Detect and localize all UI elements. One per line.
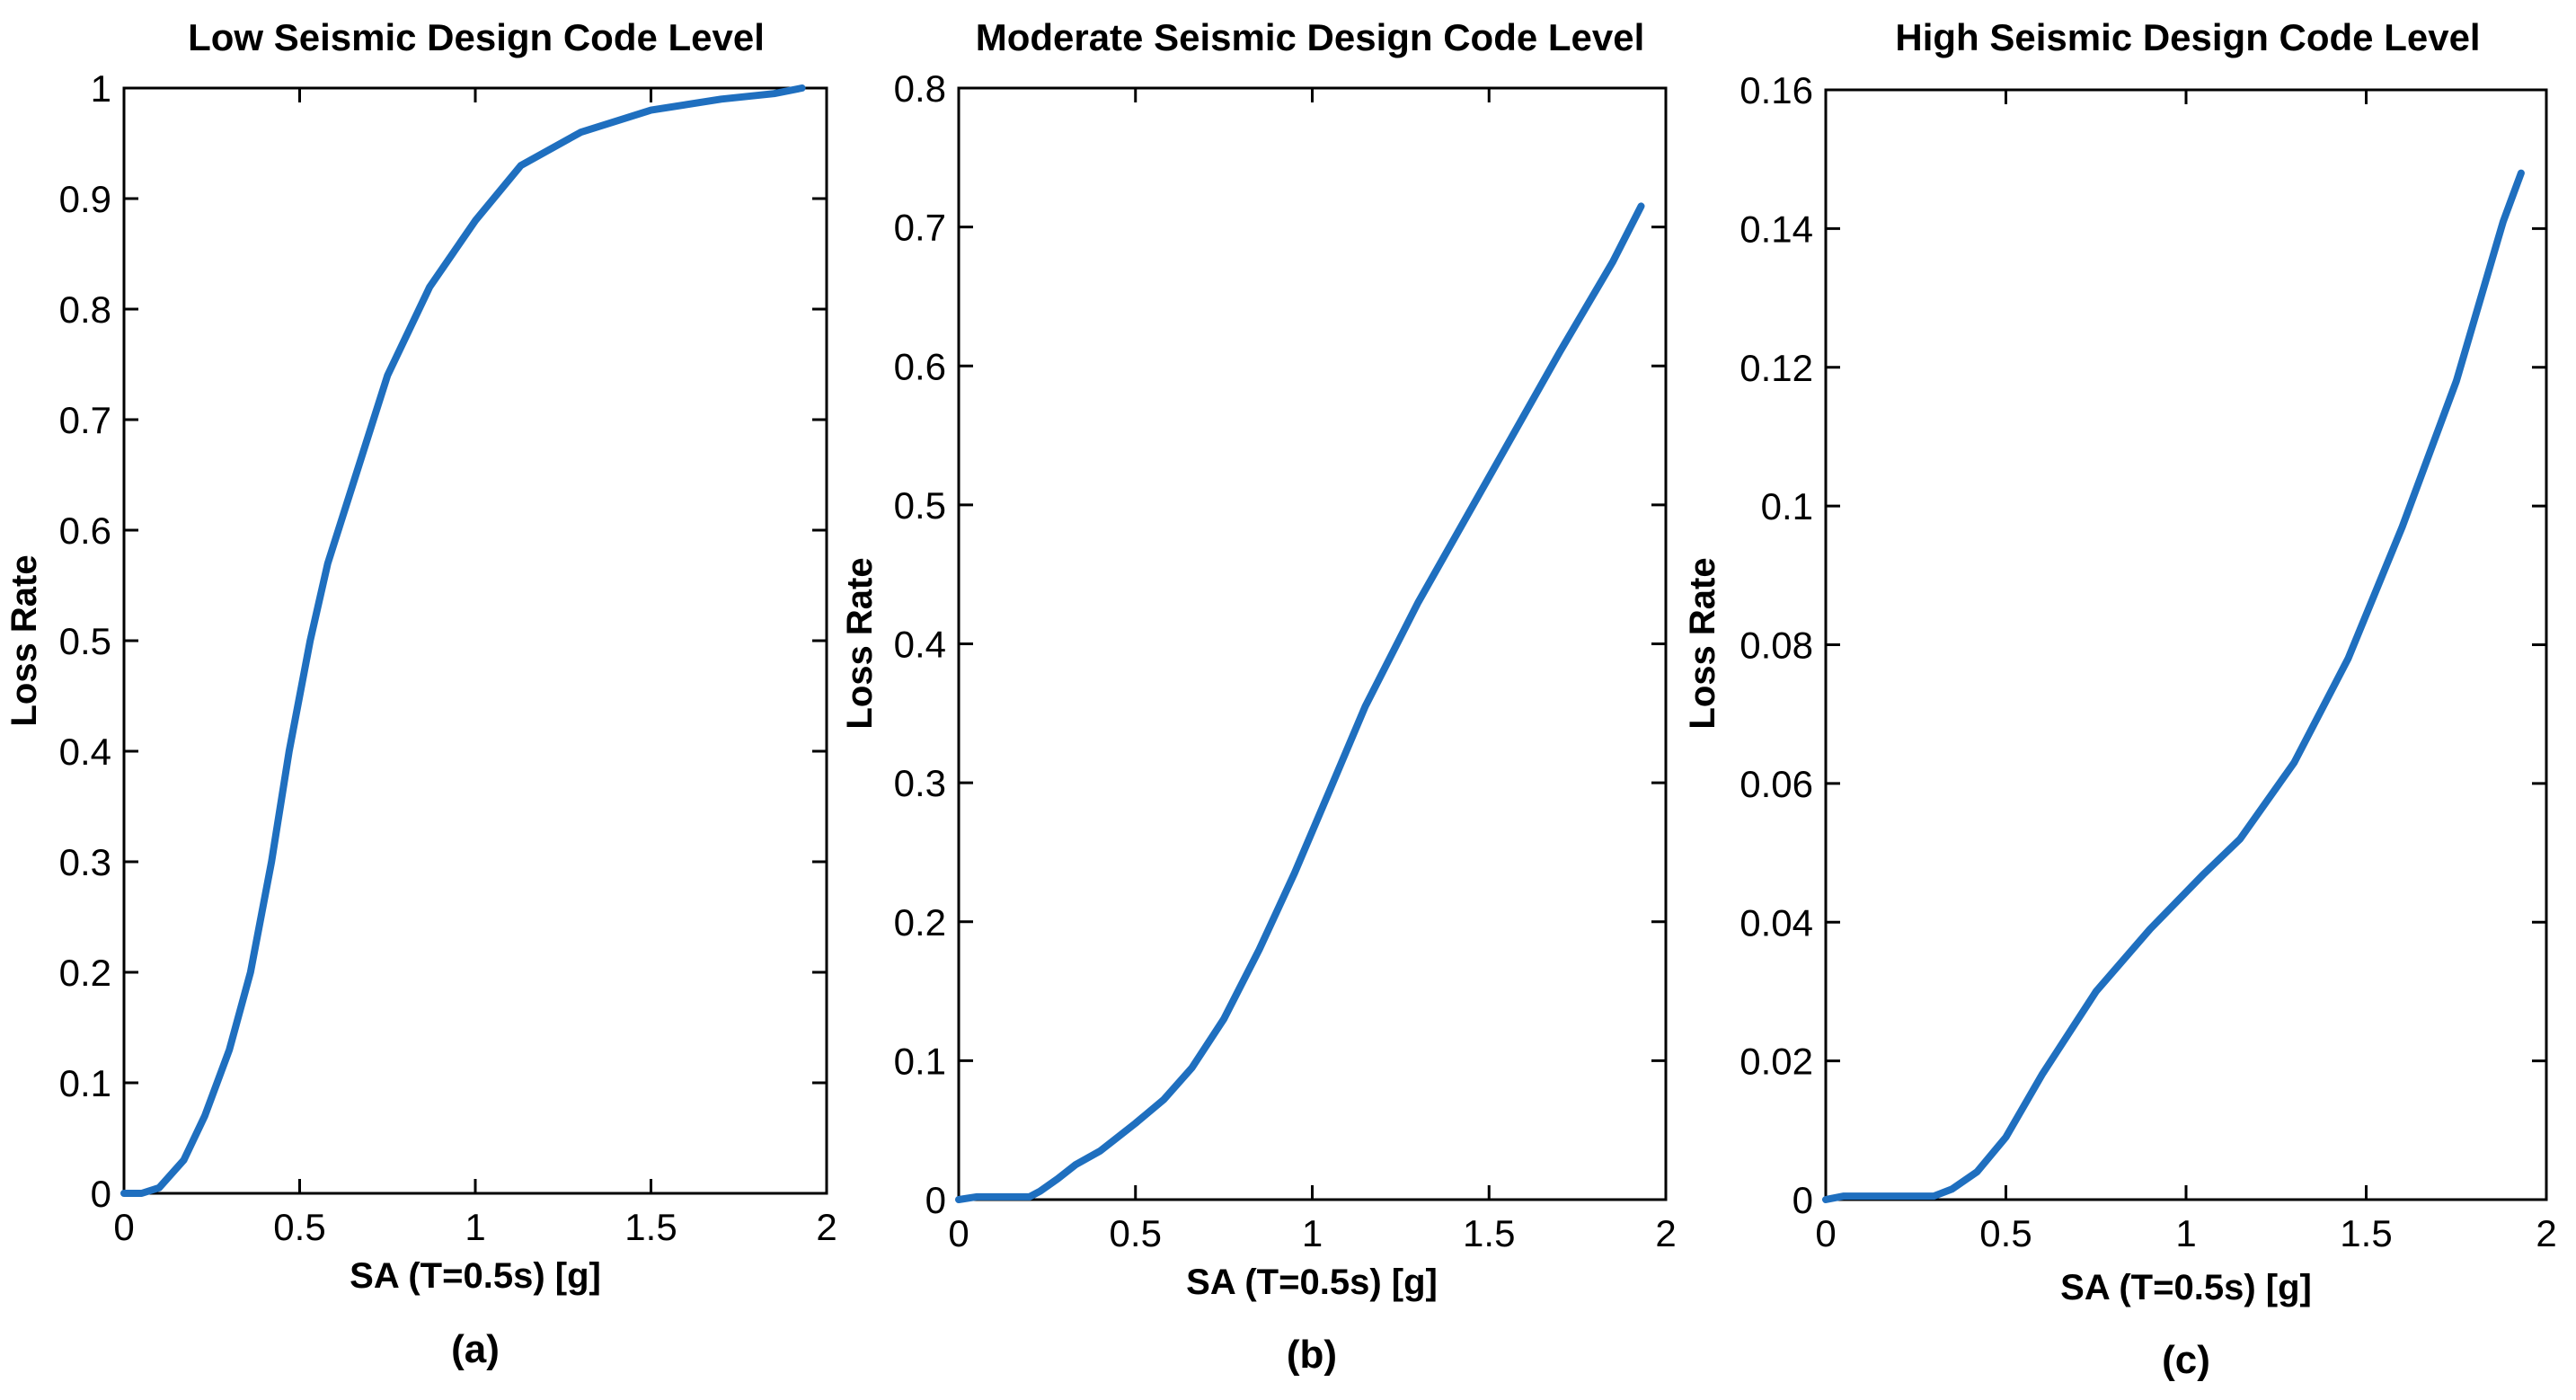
panel-a-x-ticks: 0 0.5 1 1.5 2: [113, 88, 837, 1248]
panel-b-y-tick-label: 0.6: [894, 345, 946, 387]
panel-c-y-tick-label: 0.1: [1761, 485, 1813, 527]
panel-b-x-tick-label: 1.5: [1463, 1212, 1515, 1254]
panel-c-plot-area: [1824, 88, 2548, 1201]
panel-a-x-tick-label: 0.5: [273, 1206, 325, 1248]
panel-c-x-axis-label: SA (T=0.5s) [g]: [2060, 1268, 2312, 1307]
panel-c-x-tick-label: 0.5: [1979, 1212, 2032, 1254]
panel-c: High Seismic Design Code Level 0 0.5 1 1.5 2…: [1683, 16, 2557, 1382]
panel-c-x-tick-label: 2: [2536, 1212, 2556, 1254]
panel-c-y-ticks: 0 0.02 0.04 0.06 0.08 0.1 0.12 0.14 0.16: [1739, 69, 2546, 1221]
panel-a-y-tick-label: 0.7: [59, 399, 111, 441]
panel-c-y-tick-label: 0.08: [1739, 625, 1813, 667]
panel-b-label: (b): [1287, 1333, 1337, 1377]
panel-c-y-tick-label: 0.16: [1739, 69, 1813, 111]
panel-b-series-line: [955, 202, 1645, 1203]
panel-a-x-tick-label: 2: [816, 1206, 837, 1248]
panel-b-y-tick-label: 0.4: [894, 624, 946, 666]
panel-c-y-axis-label: Loss Rate: [1683, 557, 1722, 729]
panel-b-y-tick-label: 0.5: [894, 484, 946, 527]
panel-a-title: Low Seismic Design Code Level: [188, 16, 765, 58]
panel-b-x-tick-label: 0.5: [1110, 1212, 1162, 1254]
panel-c-x-ticks: 0 0.5 1 1.5 2: [1815, 90, 2557, 1254]
panel-b-plot-area: [957, 86, 1668, 1201]
panel-b-x-tick-label: 1: [1302, 1212, 1323, 1254]
panel-c-series-line: [1822, 169, 2525, 1203]
panel-a-y-tick-label: 1: [91, 67, 111, 110]
panel-b-y-tick-label: 0.3: [894, 762, 946, 804]
panel-b-title: Moderate Seismic Design Code Level: [976, 16, 1645, 58]
panel-a-y-tick-label: 0.1: [59, 1062, 111, 1104]
panel-a-x-axis-label: SA (T=0.5s) [g]: [350, 1256, 601, 1296]
panel-c-x-tick-label: 1: [2175, 1212, 2196, 1254]
panel-a-series-line: [120, 84, 806, 1197]
panel-a-y-ticks: 0 0.1 0.2 0.3 0.4 0.5 0.6 0.7 0.8 0.9 1: [59, 67, 827, 1215]
panel-c-x-tick-label: 0: [1815, 1212, 1836, 1254]
panel-b-y-tick-label: 0.8: [894, 67, 946, 110]
panel-c-y-tick-label: 0.06: [1739, 763, 1813, 805]
panel-c-label: (c): [2162, 1338, 2210, 1382]
panel-a-y-tick-label: 0: [91, 1173, 111, 1215]
panel-b-y-ticks: 0 0.1 0.2 0.3 0.4 0.5 0.6 0.7 0.8: [894, 67, 1666, 1221]
panel-a-y-tick-label: 0.3: [59, 841, 111, 883]
panel-c-title: High Seismic Design Code Level: [1895, 16, 2480, 58]
panel-b-x-tick-label: 2: [1655, 1212, 1676, 1254]
panel-b-y-tick-label: 0.1: [894, 1040, 946, 1082]
panel-b-y-tick-label: 0.2: [894, 901, 946, 944]
panel-a-label: (a): [451, 1327, 500, 1371]
panel-b-x-axis-label: SA (T=0.5s) [g]: [1186, 1263, 1438, 1302]
panel-c-x-tick-label: 1.5: [2340, 1212, 2392, 1254]
panel-a-y-axis-label: Loss Rate: [4, 554, 44, 726]
panel-a-y-tick-label: 0.2: [59, 952, 111, 994]
panel-b-y-axis-label: Loss Rate: [840, 557, 880, 729]
panel-a-y-tick-label: 0.9: [59, 178, 111, 220]
panel-b-y-tick-label: 0.7: [894, 207, 946, 249]
panel-c-y-tick-label: 0.02: [1739, 1041, 1813, 1083]
panel-a-y-tick-label: 0.8: [59, 288, 111, 331]
panel-a-plot-area: [122, 86, 828, 1195]
panel-a-x-tick-label: 1.5: [624, 1206, 677, 1248]
panel-b-x-tick-label: 0: [948, 1212, 969, 1254]
panel-a: Low Seismic Design Code Level 0 0.5 1 1.5 2 …: [4, 16, 837, 1371]
panel-c-y-tick-label: 0.12: [1739, 347, 1813, 389]
panel-a-y-tick-label: 0.6: [59, 509, 111, 552]
panel-c-y-tick-label: 0.04: [1739, 901, 1813, 944]
panel-a-y-tick-label: 0.5: [59, 620, 111, 662]
panel-a-x-tick-label: 0: [113, 1206, 134, 1248]
panel-b: Moderate Seismic Design Code Level 0 0.5 1…: [840, 16, 1677, 1377]
panel-a-y-tick-label: 0.4: [59, 731, 111, 773]
panel-c-y-tick-label: 0.14: [1739, 208, 1813, 250]
panel-a-x-tick-label: 1: [465, 1206, 485, 1248]
panel-c-y-tick-label: 0: [1793, 1179, 1813, 1221]
panel-b-y-tick-label: 0: [925, 1179, 946, 1221]
